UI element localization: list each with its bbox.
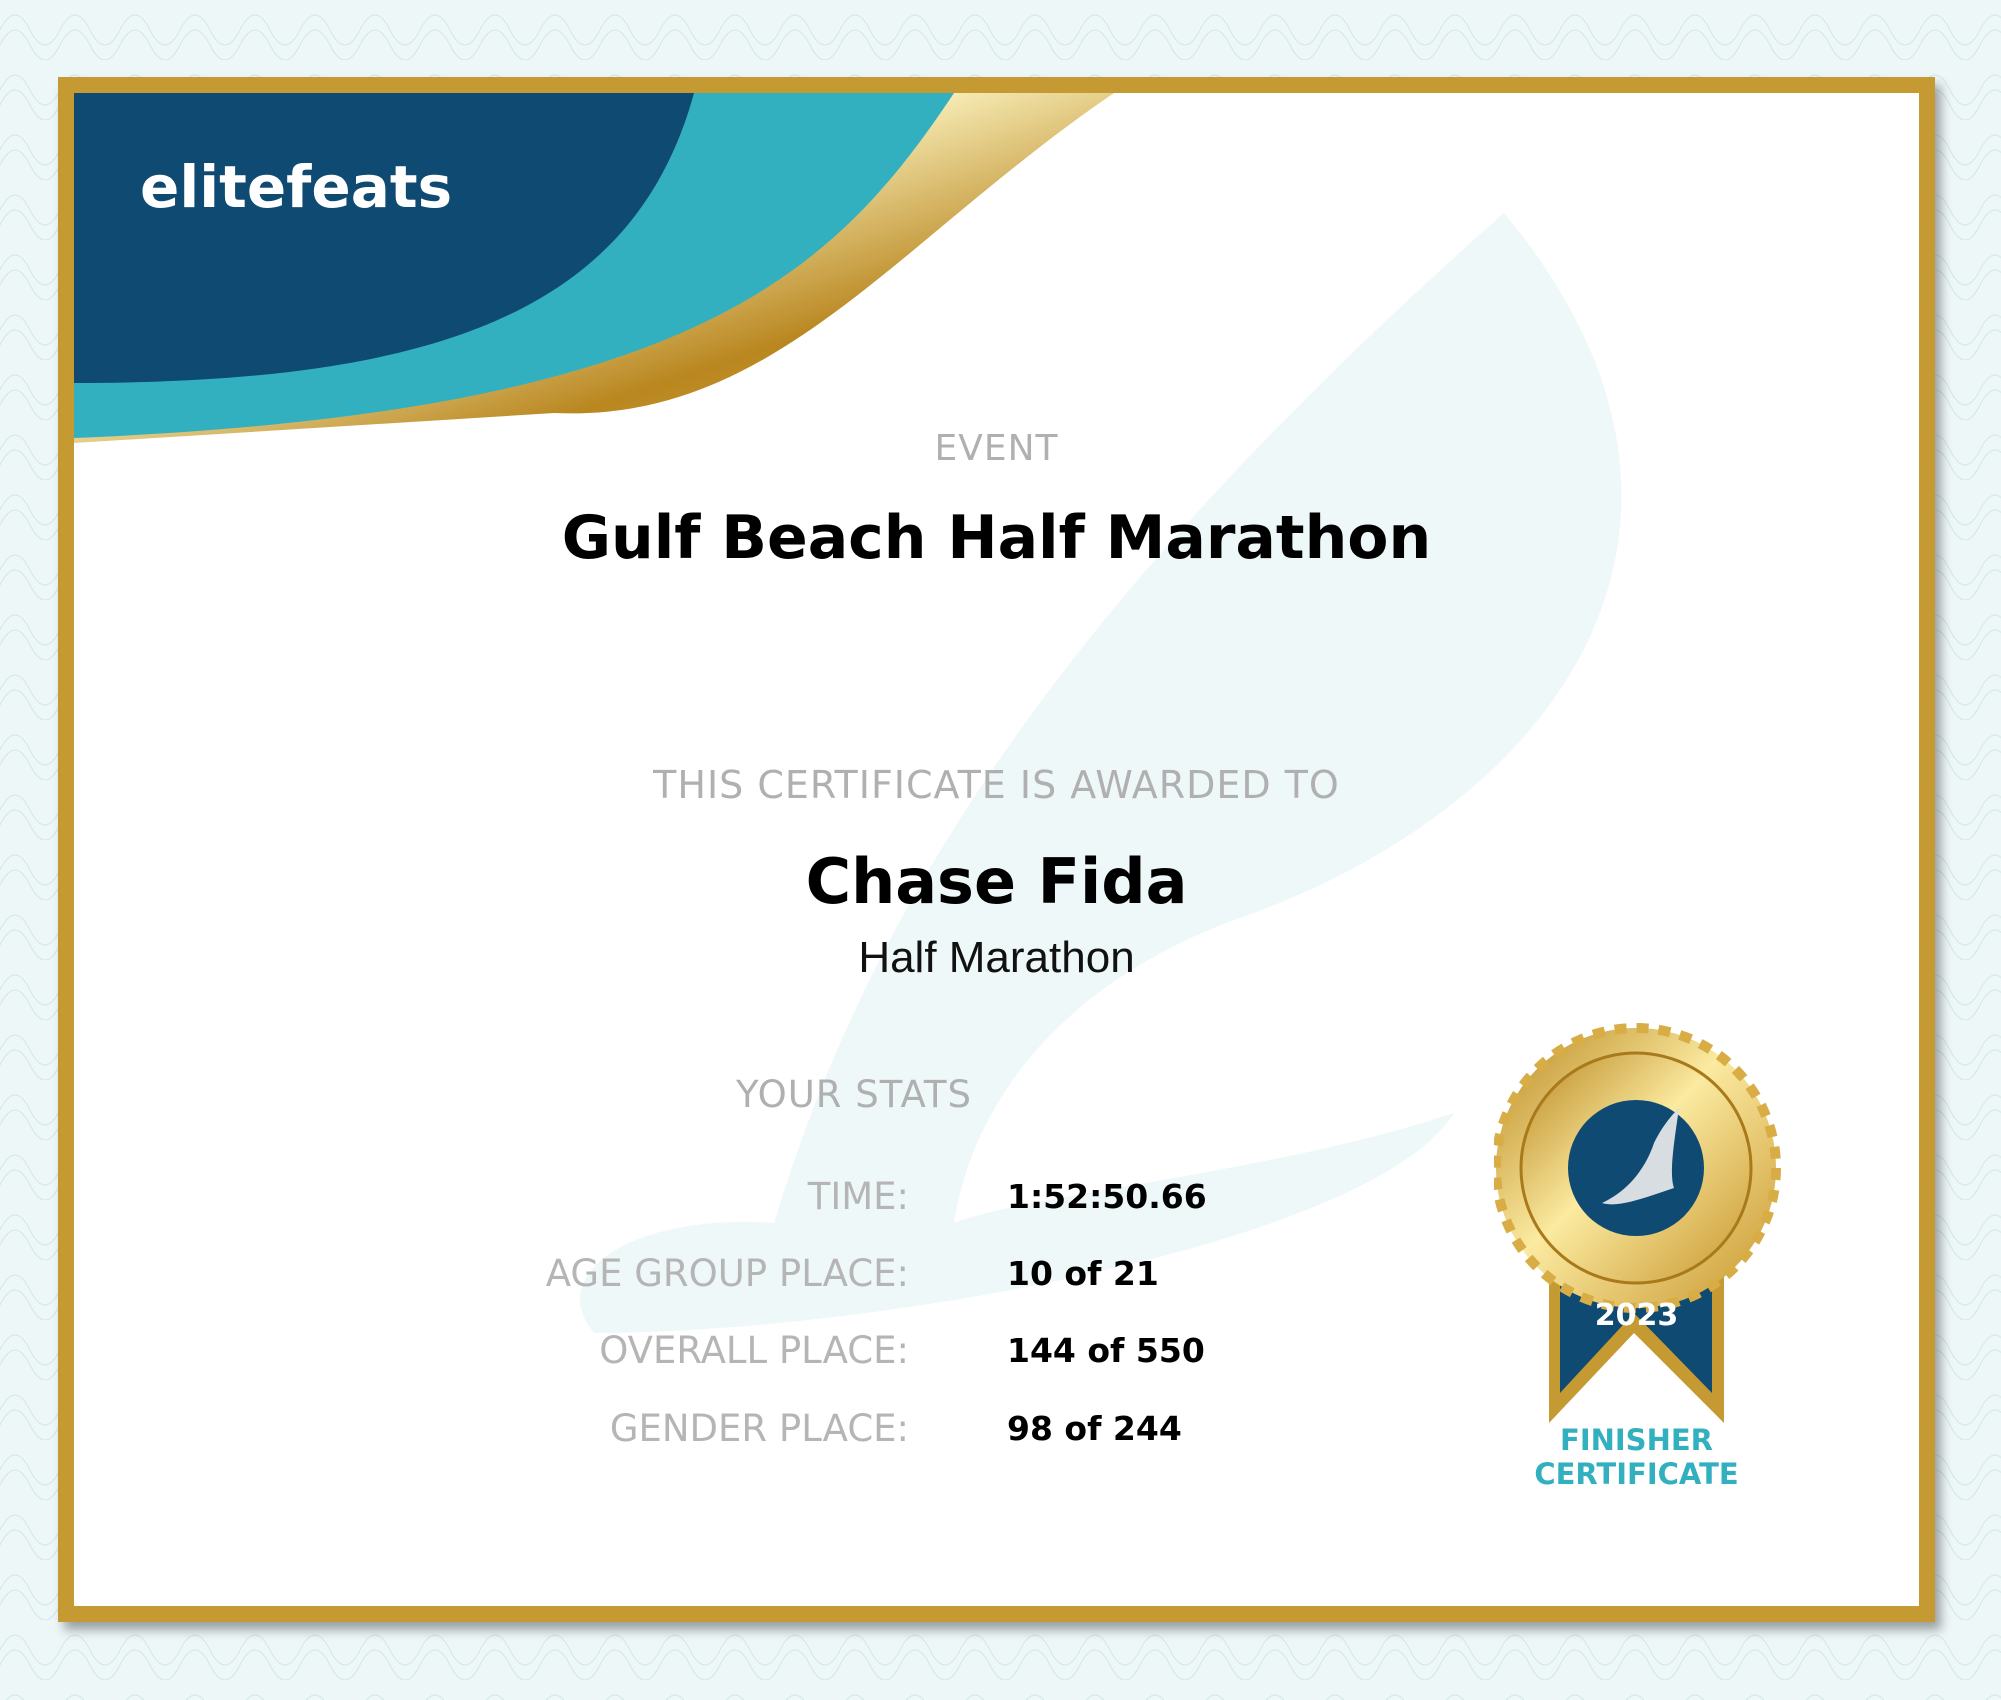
watermark-winged-foot-icon <box>580 213 1622 1333</box>
certificate-paper: elitefeats EVENT Gulf Beach Half Maratho… <box>74 93 1919 1606</box>
stats-heading: YOUR STATS <box>736 1073 972 1116</box>
decorative-swoosh <box>74 93 1622 1333</box>
elitefeats-logo: elitefeats <box>140 153 453 221</box>
event-label: EVENT <box>934 428 1059 469</box>
stat-value-gender: 98 of 244 <box>1007 1409 1182 1448</box>
race-name: Half Marathon <box>858 933 1135 982</box>
recipient-name: Chase Fida <box>805 845 1188 918</box>
stat-label-age-group: AGE GROUP PLACE: <box>545 1252 909 1295</box>
award-label: THIS CERTIFICATE IS AWARDED TO <box>653 763 1340 807</box>
badge-year: 2023 <box>1594 1298 1679 1333</box>
medal-icon <box>1494 1023 1781 1423</box>
badge-line1: FINISHER <box>1560 1423 1713 1457</box>
event-name: Gulf Beach Half Marathon <box>561 503 1432 573</box>
stat-value-overall: 144 of 550 <box>1007 1331 1205 1370</box>
stat-value-age-group: 10 of 21 <box>1007 1254 1159 1293</box>
badge-line2: CERTIFICATE <box>1534 1457 1739 1491</box>
winged-foot-icon <box>1602 1108 1679 1205</box>
finisher-badge: 2023 FINISHER CERTIFICATE <box>1494 1023 1794 1543</box>
certificate-frame: elitefeats EVENT Gulf Beach Half Maratho… <box>58 77 1935 1622</box>
stat-value-time: 1:52:50.66 <box>1007 1177 1207 1216</box>
stat-label-overall: OVERALL PLACE: <box>599 1329 909 1372</box>
stat-label-time: TIME: <box>807 1175 909 1218</box>
stat-label-gender: GENDER PLACE: <box>609 1407 909 1450</box>
